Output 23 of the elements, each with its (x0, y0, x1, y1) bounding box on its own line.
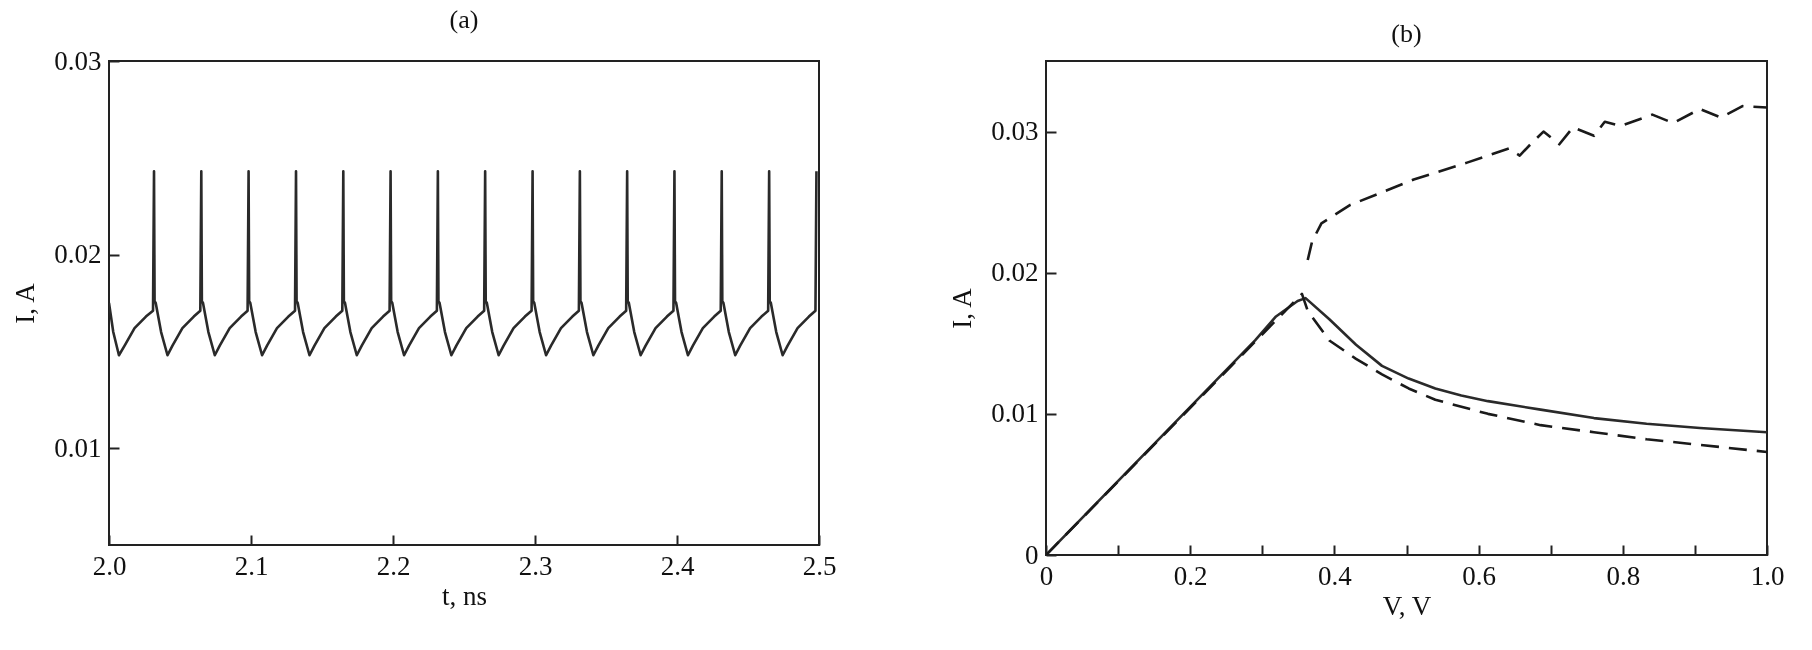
y-tick-label: 0.02 (991, 257, 1039, 288)
y-tick-label: 0.01 (54, 432, 102, 463)
chart-title: (a) (449, 5, 479, 34)
x-axis-title: t, ns (441, 580, 488, 611)
x-tick-label: 1.0 (1750, 560, 1785, 591)
x-tick-label: 0.6 (1462, 560, 1496, 591)
chart-title: (b) (1391, 19, 1422, 48)
x-axis-title: V, V (1382, 590, 1432, 621)
x-tick-label: 0.2 (1173, 560, 1208, 591)
x-tick-label: 2.2 (376, 550, 411, 581)
y-axis-title: I, A (10, 282, 41, 324)
y-axis-title: I, A (947, 287, 978, 329)
x-tick-label: 2.1 (234, 550, 269, 581)
y-tick-label: 0.01 (991, 398, 1039, 429)
x-tick-label: 0.4 (1318, 560, 1353, 591)
y-tick-label: 0.03 (54, 45, 102, 76)
x-tick-label: 2.0 (92, 550, 127, 581)
y-tick-label: 0.02 (54, 239, 102, 270)
x-tick-label: 2.3 (518, 550, 553, 581)
y-tick-label: 0.03 (991, 116, 1039, 147)
x-tick-label: 2.4 (660, 550, 695, 581)
x-tick-label: 2.5 (802, 550, 837, 581)
x-tick-label: 0.8 (1606, 560, 1641, 591)
